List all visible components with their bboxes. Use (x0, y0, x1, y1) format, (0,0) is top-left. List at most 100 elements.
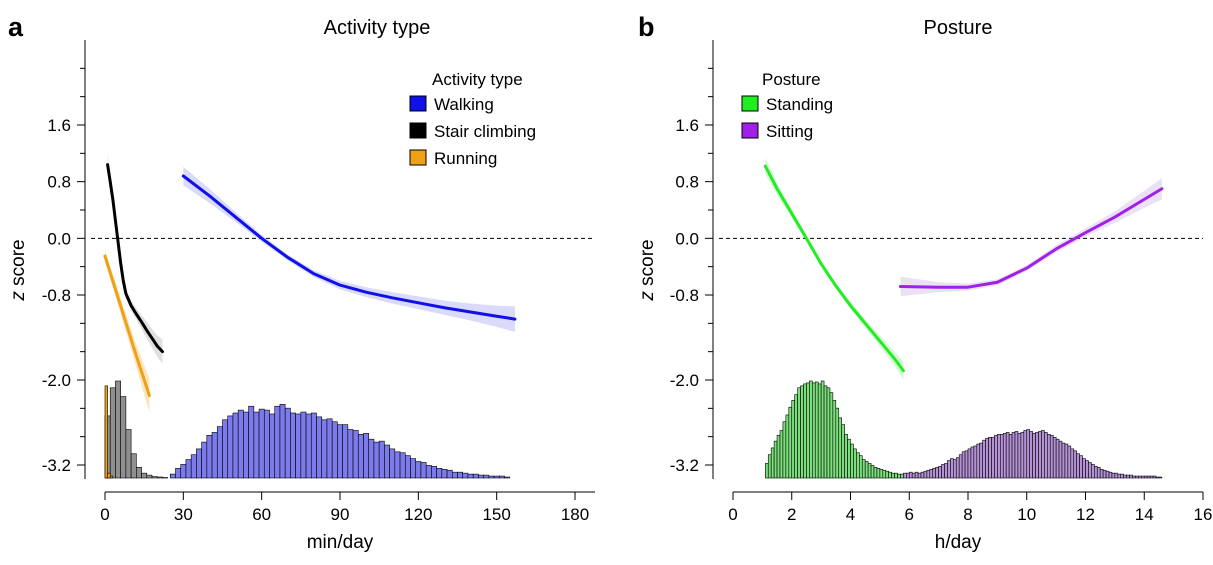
histogram-bar (861, 459, 866, 479)
legend-swatch (409, 149, 427, 166)
histogram-bar (1058, 440, 1063, 479)
histogram-bar (1020, 432, 1025, 479)
histogram-bar (357, 434, 364, 479)
histogram-bar (1041, 430, 1045, 479)
histogram-bar (906, 472, 910, 479)
histogram-bar (932, 467, 936, 479)
histogram-bar (483, 474, 490, 479)
histogram-bar (156, 476, 163, 479)
histogram-bar (1047, 434, 1051, 479)
confidence-band-sitting (900, 178, 1162, 297)
histogram-bar (900, 473, 904, 479)
histogram-bar (838, 417, 842, 479)
legend: Posture Standing Sitting (741, 70, 833, 141)
histogram-bar (950, 458, 954, 479)
histogram-bar (941, 464, 945, 479)
histogram-bar (964, 450, 969, 479)
panel-b: b Posture 1.6 0.8 0.0 -0.8 -2.0 -3.2 z score 0 2 4 6… (637, 12, 1212, 553)
histogram-bar (169, 473, 176, 479)
histogram-bar (415, 461, 422, 479)
histogram-bar (115, 380, 121, 479)
histogram-bar (812, 382, 816, 479)
y-axis-title-italic: z (8, 291, 29, 302)
panel-a: a Activity type 1.6 0.8 0.0 -0.8 -2.0 -3.2 z sco… (8, 12, 595, 553)
histogram-bar (352, 430, 359, 479)
histogram-bar (791, 400, 795, 479)
histogram-bar (817, 383, 822, 479)
histogram-bar (1123, 474, 1127, 479)
histogram-bar (180, 464, 187, 479)
histogram-bar (305, 413, 312, 479)
histogram-bar (961, 451, 966, 479)
histogram-bar (1114, 472, 1119, 479)
histogram-bar (451, 471, 458, 479)
histogram-bar (829, 392, 834, 479)
y-tick-label: 0.0 (47, 229, 71, 248)
histogram-bar (1155, 476, 1160, 479)
histogram-bar (300, 411, 307, 479)
legend-swatch (741, 95, 759, 112)
histogram-bar (1149, 475, 1154, 479)
histogram-bar (841, 424, 845, 479)
histogram-bar (253, 411, 260, 479)
y-tick-label: 1.6 (47, 116, 71, 135)
histogram-bar (488, 475, 495, 479)
histogram-bar (982, 439, 986, 479)
x-tick-label: 8 (963, 505, 972, 524)
y-axis-title-italic: z (637, 291, 658, 302)
legend-swatch (409, 95, 427, 112)
histogram-bar (891, 472, 895, 479)
histogram-bar (785, 414, 790, 479)
histogram-bar (1152, 475, 1157, 479)
histogram-bar (1029, 431, 1033, 479)
histogram-bar (493, 475, 500, 479)
histogram-bar (908, 471, 913, 479)
x-tick-label: 180 (561, 505, 589, 524)
histogram-bar (1117, 473, 1122, 479)
histogram-bar (944, 463, 948, 479)
histogram-bar (472, 473, 479, 479)
y-tick-label: -0.8 (670, 286, 699, 305)
histogram-bar (201, 441, 208, 479)
histogram-bar (876, 467, 881, 479)
x-tick-label: 4 (846, 505, 855, 524)
histogram-bar (967, 448, 972, 479)
histogram-bar (1126, 474, 1130, 479)
histogram-bar (232, 412, 239, 479)
histogram-bar (1105, 470, 1110, 479)
x-tick-label: 12 (1076, 505, 1095, 524)
histogram-bar (988, 436, 992, 479)
histogram-bar (237, 409, 244, 479)
y-tick-label: 1.6 (675, 116, 699, 135)
histogram-bar (976, 443, 981, 479)
series-line-sitting (898, 187, 1164, 289)
histogram-bar (1061, 442, 1066, 479)
histogram-bar (185, 459, 192, 479)
histogram-bar (1067, 445, 1072, 479)
histogram-bar (1044, 432, 1048, 479)
y-tick-label: -3.2 (670, 456, 699, 475)
histogram-bar (363, 433, 370, 479)
x-tick-label: 90 (331, 505, 350, 524)
histogram-bar (446, 469, 453, 479)
histogram-bar (1014, 431, 1019, 479)
histogram-standing (765, 380, 904, 479)
legend-label: Stair climbing (434, 122, 536, 141)
histogram-sitting (903, 429, 1163, 479)
x-axis-title: min/day (307, 532, 374, 553)
x-tick-label: 0 (100, 505, 109, 524)
legend-label: Walking (434, 95, 494, 114)
y-tick-label: 0.0 (675, 229, 699, 248)
histogram-bar (1099, 468, 1104, 479)
legend: Activity type Walking Stair climbing Runnin… (409, 70, 536, 168)
histogram-bar (1085, 460, 1089, 479)
histogram-bar (404, 455, 411, 479)
confidence-band-standing (765, 157, 904, 380)
histogram-bar (342, 424, 349, 479)
histogram-bar (850, 443, 854, 479)
histogram-bar (389, 448, 396, 479)
series-line-standing (763, 164, 905, 373)
histogram-bar (844, 434, 848, 479)
histogram-bar (953, 459, 957, 479)
